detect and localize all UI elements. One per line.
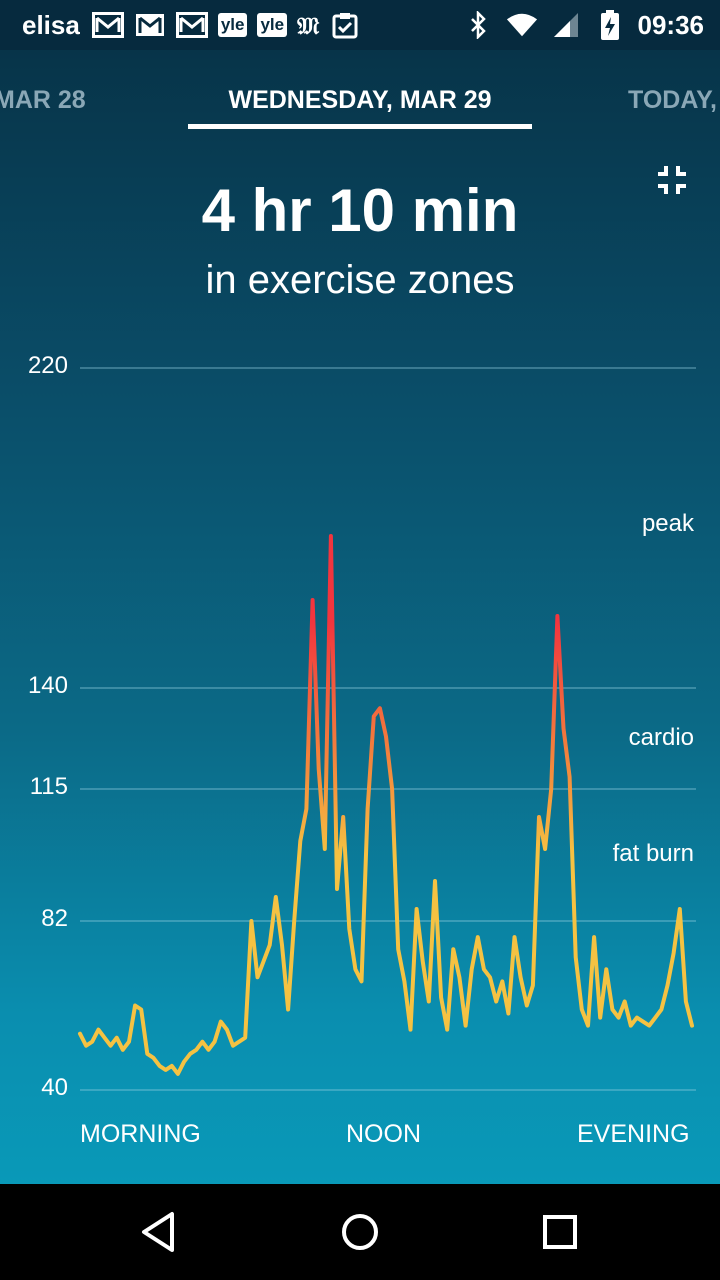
gmail-icon: [134, 11, 166, 39]
yle-icon: yle: [217, 13, 248, 37]
x-tick-morning: MORNING: [80, 1120, 201, 1148]
tab-indicator: [188, 124, 532, 129]
battery-charging-icon: [594, 10, 626, 40]
bluetooth-icon: [462, 11, 494, 39]
heart-rate-line: [78, 534, 694, 1076]
exercise-caption: in exercise zones: [205, 258, 515, 302]
y-tick-label: 40: [41, 1074, 68, 1101]
heart-rate-screen: MAR 28 WEDNESDAY, MAR 29 TODAY, 4 hr 10 …: [0, 50, 720, 1184]
x-tick-evening: EVENING: [577, 1120, 690, 1148]
heart-rate-chart: [78, 367, 696, 1091]
gmail-outline-icon: [91, 11, 124, 39]
system-nav-bar: [0, 1184, 720, 1280]
x-tick-noon: NOON: [346, 1120, 421, 1148]
back-icon[interactable]: [136, 1208, 184, 1256]
home-icon[interactable]: [336, 1208, 384, 1256]
status-left: elisa yle yle 𝔐: [22, 9, 361, 41]
collapse-icon[interactable]: [654, 162, 690, 198]
y-tick-label: 82: [41, 905, 68, 932]
recents-icon[interactable]: [536, 1208, 584, 1256]
clock: 09:36: [637, 9, 705, 40]
tab-previous-day[interactable]: MAR 28: [0, 86, 86, 114]
signal-icon: [550, 11, 582, 39]
gmail-outline-icon: [175, 11, 208, 39]
mfont-icon: 𝔐: [297, 10, 320, 40]
y-tick-label: 140: [27, 672, 68, 699]
y-tick-label: 220: [27, 352, 68, 379]
carrier-name: elisa: [22, 9, 80, 40]
status-bar: elisa yle yle 𝔐 09:36: [0, 0, 720, 50]
yle-icon: yle: [257, 13, 288, 37]
exercise-time: 4 hr 10 min: [201, 177, 519, 244]
status-right: 09:36: [462, 9, 705, 41]
wifi-icon: [506, 11, 538, 39]
zone-label-fat-burn: fat burn: [612, 840, 694, 867]
zone-label-peak: peak: [641, 510, 694, 537]
tab-next-day[interactable]: TODAY,: [628, 86, 717, 114]
tab-current-day[interactable]: WEDNESDAY, MAR 29: [228, 86, 492, 114]
zone-label-cardio: cardio: [628, 724, 694, 751]
clipboard-check-icon: [329, 11, 361, 39]
y-tick-label: 115: [29, 773, 68, 800]
